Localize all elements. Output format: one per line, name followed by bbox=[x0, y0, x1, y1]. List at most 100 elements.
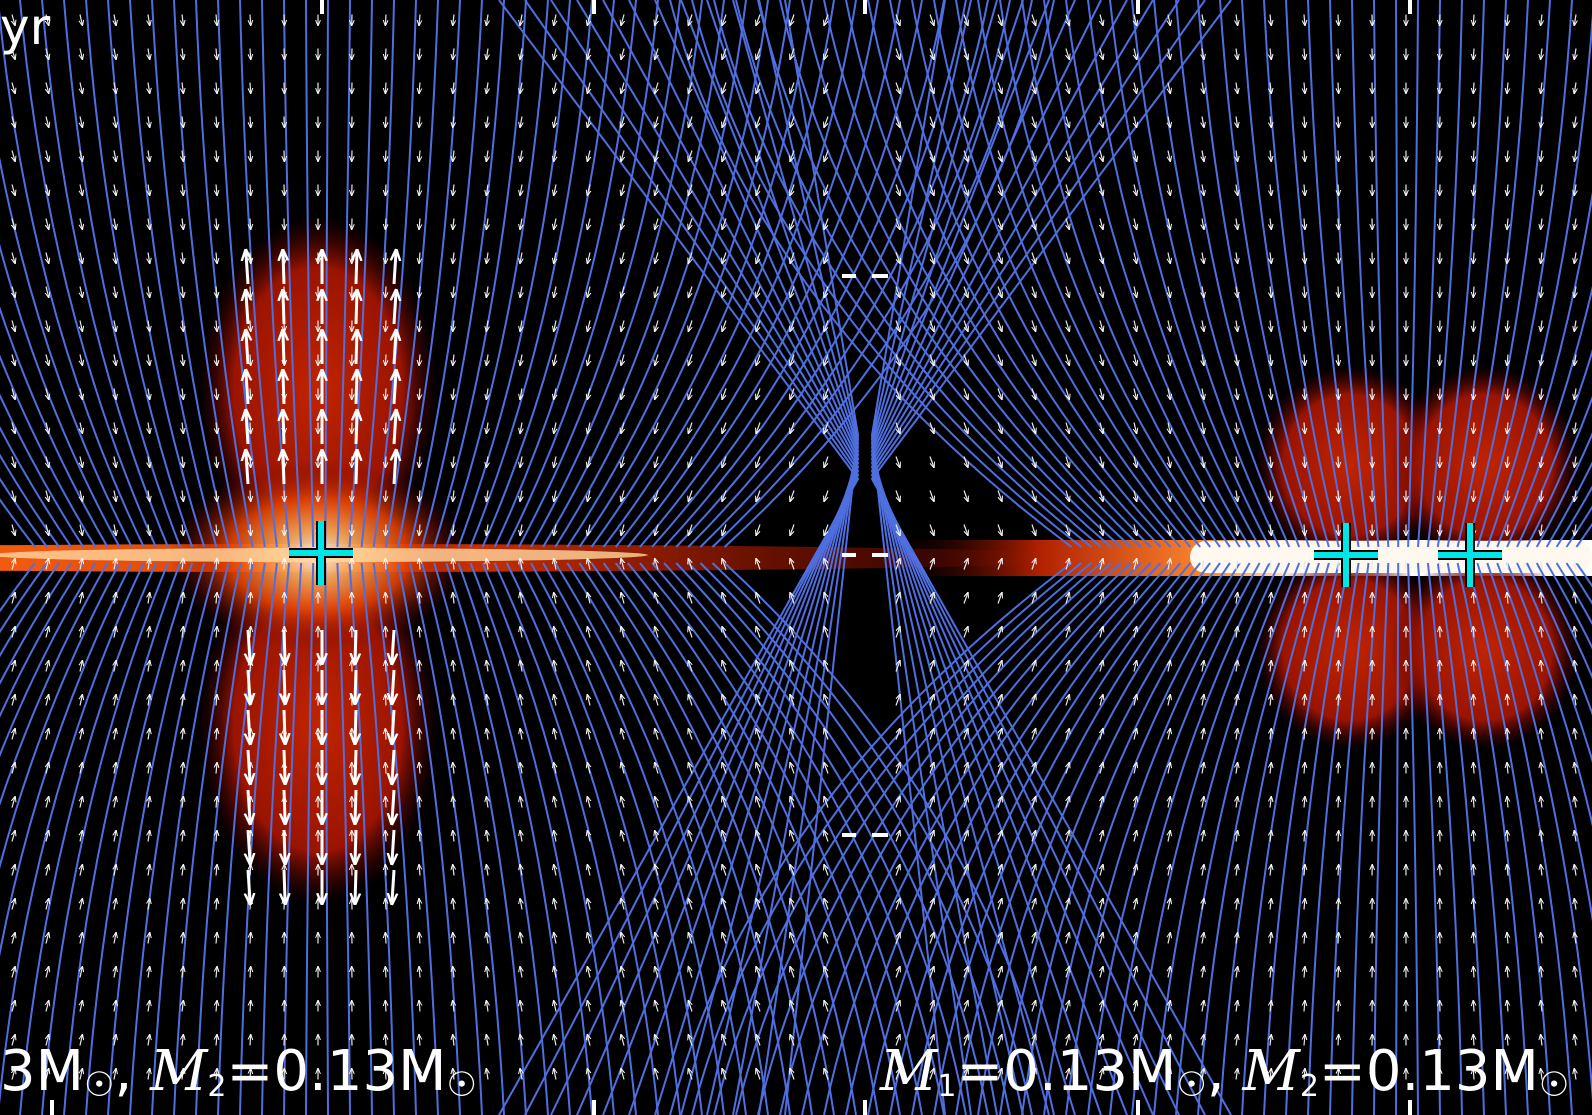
velocity-arrow bbox=[1574, 286, 1576, 298]
velocity-arrow bbox=[148, 184, 150, 196]
velocity-arrow bbox=[385, 422, 386, 434]
field-line bbox=[433, 0, 527, 548]
velocity-arrow bbox=[554, 82, 556, 94]
velocity-arrow bbox=[419, 48, 420, 60]
velocity-arrow bbox=[1032, 150, 1036, 162]
velocity-arrow bbox=[1338, 388, 1339, 400]
velocity-arrow bbox=[1507, 456, 1508, 468]
velocity-arrow bbox=[385, 320, 386, 332]
velocity-arrow bbox=[756, 559, 761, 570]
field-line bbox=[1219, 562, 1320, 1115]
outflow-arrow bbox=[355, 829, 356, 864]
velocity-arrow bbox=[1134, 490, 1137, 502]
velocity-arrow bbox=[1100, 14, 1103, 26]
velocity-arrow bbox=[1473, 797, 1474, 808]
velocity-arrow bbox=[824, 559, 829, 570]
velocity-arrow bbox=[453, 184, 454, 196]
velocity-arrow bbox=[1032, 14, 1036, 26]
velocity-arrow bbox=[453, 388, 454, 400]
field-line bbox=[870, 0, 1050, 1115]
velocity-arrow bbox=[1507, 252, 1508, 264]
outflow-arrow bbox=[355, 789, 356, 824]
field-line bbox=[639, 0, 901, 548]
field-line bbox=[1395, 562, 1400, 1115]
velocity-arrow bbox=[929, 456, 934, 468]
outflow-arrow bbox=[284, 789, 285, 824]
velocity-arrow bbox=[621, 524, 624, 536]
velocity-arrow bbox=[1270, 422, 1271, 434]
velocity-arrow bbox=[963, 82, 968, 94]
velocity-arrow bbox=[554, 14, 556, 26]
velocity-arrow bbox=[655, 82, 658, 94]
velocity-arrow bbox=[1168, 150, 1170, 162]
velocity-arrow bbox=[1541, 559, 1542, 570]
m2-symbol: M bbox=[1242, 1039, 1300, 1104]
velocity-arrow bbox=[554, 48, 556, 60]
velocity-arrow bbox=[486, 456, 488, 468]
field-line bbox=[348, 0, 373, 548]
velocity-arrow bbox=[1338, 559, 1339, 570]
velocity-arrow bbox=[486, 559, 488, 570]
velocity-arrow bbox=[114, 286, 116, 298]
velocity-arrow bbox=[655, 150, 658, 162]
velocity-arrow bbox=[1134, 286, 1137, 298]
field-line bbox=[481, 562, 615, 1115]
velocity-arrow bbox=[824, 150, 829, 162]
velocity-arrow bbox=[453, 48, 454, 60]
velocity-arrow bbox=[80, 14, 82, 26]
velocity-arrow bbox=[520, 252, 522, 264]
velocity-arrow bbox=[1507, 593, 1508, 604]
outflow-arrow bbox=[283, 290, 284, 325]
right-m1-value: =0.13M bbox=[956, 1039, 1177, 1104]
velocity-arrow bbox=[520, 422, 522, 434]
velocity-arrow bbox=[790, 184, 795, 196]
velocity-arrow bbox=[1338, 661, 1339, 672]
velocity-arrow bbox=[929, 252, 934, 264]
field-line bbox=[1131, 562, 1281, 1115]
field-line bbox=[889, 562, 1172, 1115]
field-line bbox=[1426, 562, 1463, 1115]
velocity-arrow bbox=[46, 490, 49, 502]
velocity-arrow bbox=[250, 116, 251, 128]
velocity-arrow bbox=[1202, 48, 1204, 60]
field-line bbox=[0, 562, 145, 1106]
velocity-arrow bbox=[963, 184, 968, 196]
velocity-arrow bbox=[621, 456, 624, 468]
velocity-arrow bbox=[1100, 184, 1103, 196]
velocity-arrow bbox=[1338, 48, 1339, 60]
velocity-arrow bbox=[1304, 388, 1305, 400]
field-line bbox=[0, 453, 60, 548]
field-line bbox=[870, 0, 1024, 1115]
velocity-arrow bbox=[621, 14, 624, 26]
left-m2-value: =0.13M bbox=[226, 1039, 447, 1104]
field-line bbox=[1516, 349, 1592, 548]
velocity-arrow bbox=[587, 82, 590, 94]
velocity-arrow bbox=[12, 252, 15, 264]
field-line bbox=[151, 562, 230, 1115]
velocity-arrow bbox=[250, 320, 251, 332]
velocity-arrow bbox=[587, 48, 590, 60]
velocity-arrow bbox=[929, 490, 934, 502]
velocity-arrow bbox=[1236, 82, 1238, 94]
velocity-arrow bbox=[80, 388, 82, 400]
field-line bbox=[627, 0, 879, 548]
field-line bbox=[348, 562, 373, 1115]
velocity-arrow bbox=[1134, 456, 1137, 468]
velocity-arrow bbox=[486, 286, 488, 298]
velocity-arrow bbox=[963, 48, 968, 60]
velocity-arrows bbox=[12, 14, 1576, 1080]
velocity-arrow bbox=[1541, 252, 1542, 264]
velocity-arrow bbox=[250, 48, 251, 60]
velocity-arrow bbox=[587, 354, 590, 366]
velocity-arrow bbox=[148, 82, 150, 94]
velocity-arrow bbox=[824, 388, 829, 400]
field-line bbox=[870, 0, 1102, 1115]
field-line bbox=[396, 0, 461, 548]
velocity-arrow bbox=[114, 422, 116, 434]
field-line bbox=[1241, 0, 1330, 548]
velocity-arrow bbox=[790, 320, 795, 332]
velocity-arrow bbox=[114, 593, 116, 604]
velocity-arrow bbox=[419, 456, 420, 468]
velocity-arrow bbox=[963, 490, 968, 502]
velocity-arrow bbox=[1100, 456, 1103, 468]
